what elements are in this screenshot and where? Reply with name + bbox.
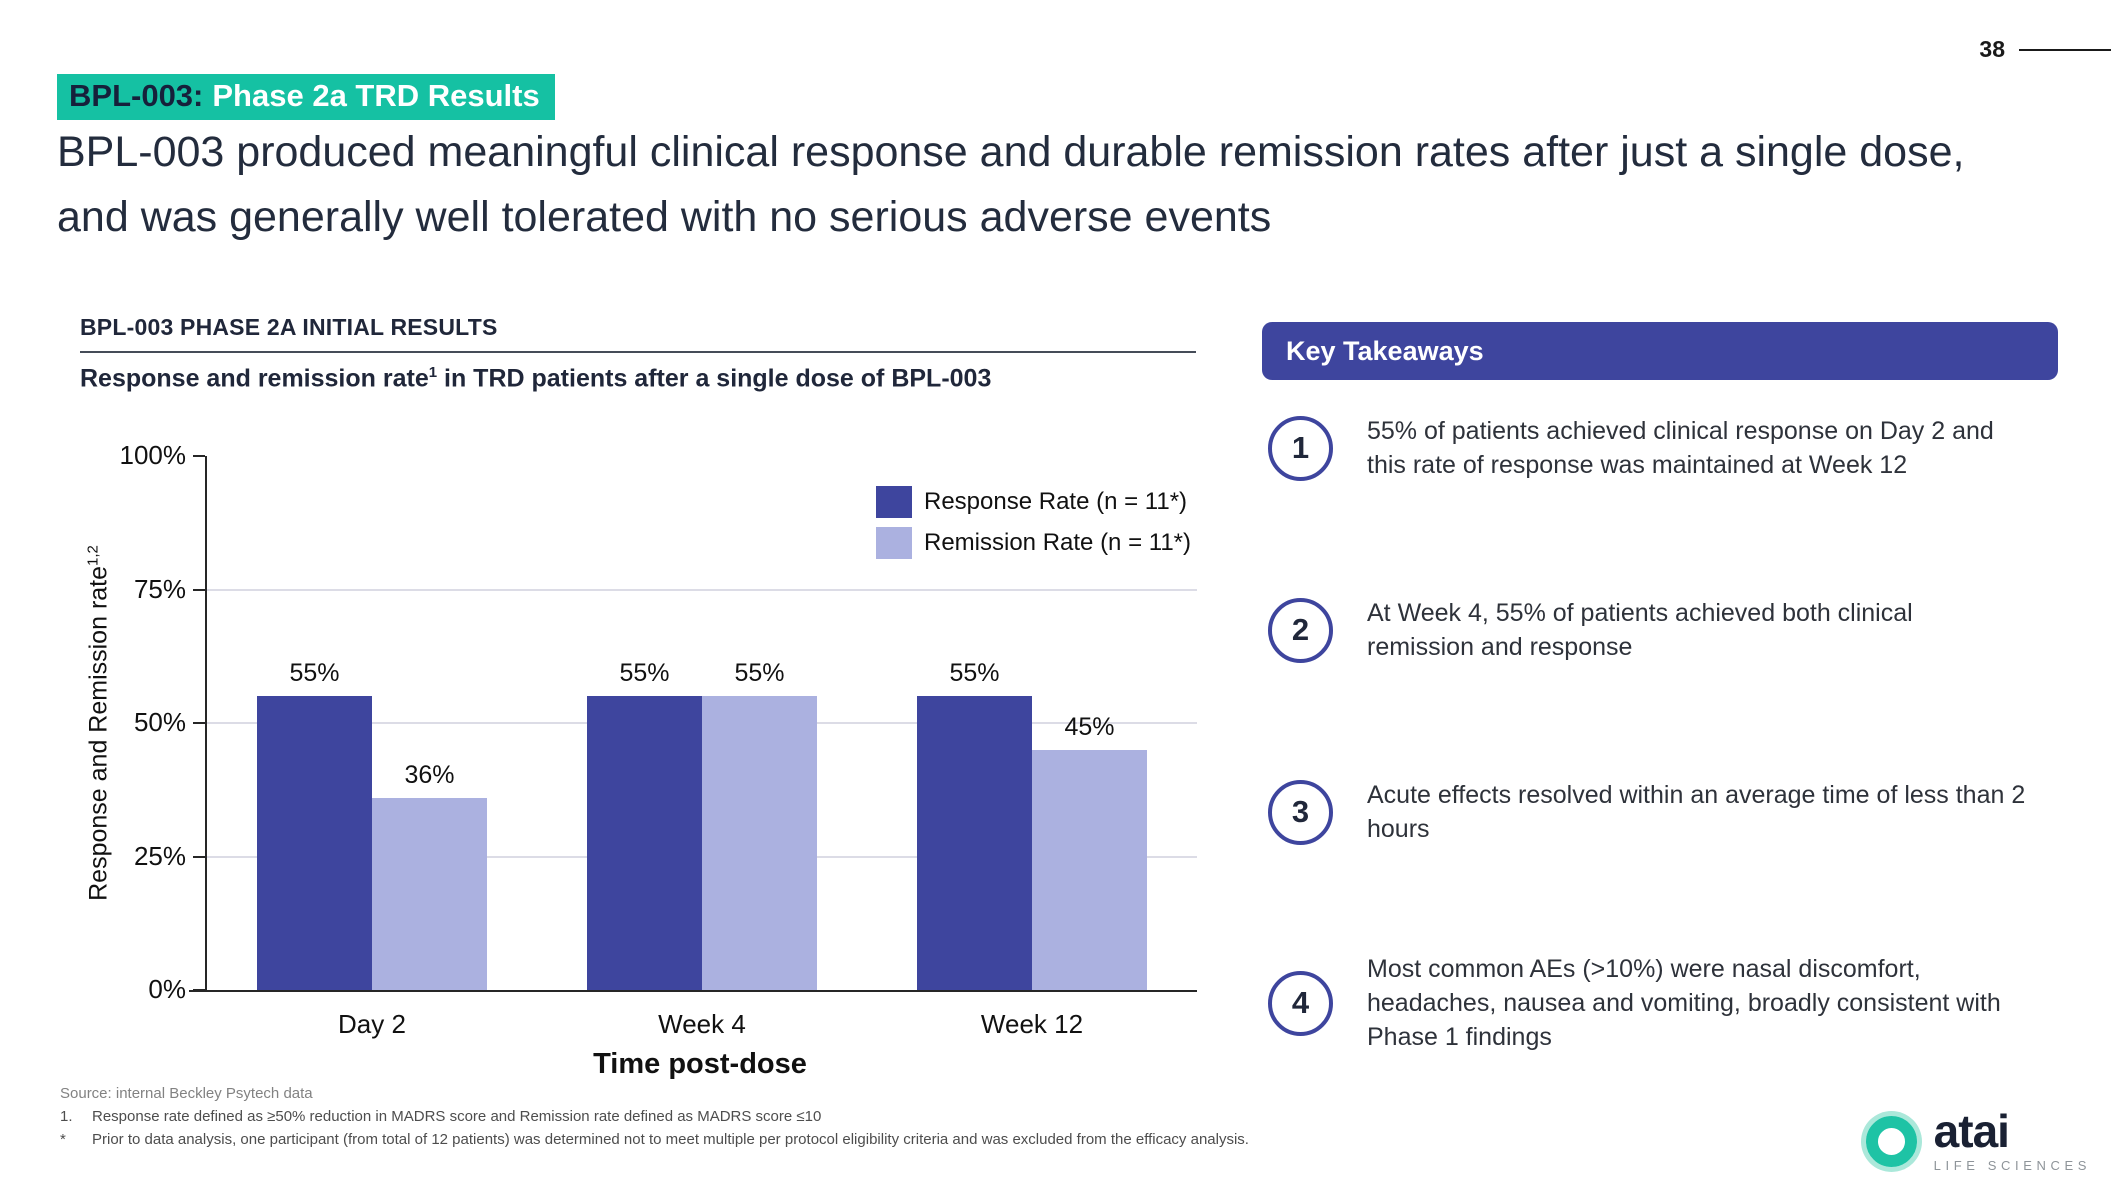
bar-value-label: 55% <box>734 659 785 688</box>
bar-group-day-2: 55% 36% Day 2 <box>257 456 487 1039</box>
takeaway-item-2: 2 At Week 4, 55% of patients achieved bo… <box>1268 596 1949 664</box>
x-category-label: Week 4 <box>658 1009 746 1039</box>
plot-area: 55% 36% Day 2 55% 55% Week 4 55% 45% Week 12 Res… <box>189 455 1197 1039</box>
takeaway-item-4: 4 Most common AEs (>10%) were nasal disc… <box>1268 952 2019 1054</box>
x-category-label: Week 12 <box>980 1009 1084 1039</box>
key-takeaways-header: Key Takeaways <box>1262 322 2058 380</box>
bar <box>372 797 487 990</box>
x-axis-title: Time post-dose <box>593 1048 807 1080</box>
takeaway-text: 55% of patients achieved clinical respon… <box>1367 417 1994 479</box>
bar-group-week-4: 55% 55% Week 4 <box>587 456 817 1039</box>
bar-column: 55% <box>702 456 817 990</box>
chart-subtitle-post: in TRD patients after a single dose of B… <box>437 364 992 393</box>
footnote-marker: 1. <box>60 1107 73 1125</box>
takeaway-text: At Week 4, 55% of patients achieved both… <box>1367 599 1913 661</box>
y-tick-label: 100% <box>119 440 187 470</box>
bar-value-label: 36% <box>404 760 455 789</box>
footnote-marker: * <box>60 1130 66 1148</box>
legend-label-remission: Remission Rate (n = 11*) <box>924 529 1191 556</box>
legend-swatch-remission <box>876 527 912 559</box>
takeaway-number-badge: 1 <box>1268 415 1333 481</box>
y-tick-mark <box>193 588 205 591</box>
footnote-definition: 1. Response rate defined as ≥50% reducti… <box>60 1107 1660 1127</box>
bar-value-label: 55% <box>619 659 670 688</box>
y-tick-mark <box>193 455 205 457</box>
atai-ring-icon <box>1865 1116 1917 1168</box>
chart-subtitle-sup: 1 <box>428 364 438 381</box>
slide-title-chip: BPL-003: Phase 2a TRD Results <box>57 74 555 121</box>
atai-brand: atai <box>1933 1105 2010 1158</box>
plot-bars: 55% 36% Day 2 55% 55% Week 4 55% 45% Week 12 <box>207 456 1197 1039</box>
title-product: BPL-003: <box>69 78 204 113</box>
takeaway-item-1: 1 55% of patients achieved clinical resp… <box>1268 414 2029 482</box>
footnote-text: Response rate defined as ≥50% reduction … <box>92 1107 822 1125</box>
bar-column: 55% <box>587 456 702 990</box>
footnote-source: Source: internal Beckley Psytech data <box>60 1084 1660 1104</box>
y-tick-mark <box>193 855 205 858</box>
atai-tagline: LIFE SCIENCES <box>1933 1158 2091 1173</box>
footnote-asterisk: * Prior to data analysis, one participan… <box>60 1130 1660 1150</box>
atai-logo: atai LIFE SCIENCES <box>1865 1105 2091 1173</box>
bar-column: 36% <box>372 456 487 990</box>
page-number: 38 <box>1979 36 2005 62</box>
kicker-rule <box>80 351 1196 353</box>
takeaway-number-badge: 4 <box>1268 970 1333 1036</box>
bar <box>1032 749 1147 990</box>
footnotes: Source: internal Beckley Psytech data 1.… <box>60 1084 1660 1152</box>
footnote-text: Source: internal Beckley Psytech data <box>60 1085 313 1102</box>
takeaway-text: Most common AEs (>10%) were nasal discom… <box>1367 955 2001 1051</box>
title-label: Phase 2a TRD Results <box>212 78 540 113</box>
legend-row-remission: Remission Rate (n = 11*) <box>876 527 1191 559</box>
y-tick-label: 25% <box>133 840 186 871</box>
y-tick-label: 0% <box>148 974 186 1004</box>
y-tick-label: 50% <box>133 707 186 737</box>
footnote-text: Prior to data analysis, one participant … <box>92 1130 1249 1148</box>
x-category-label: Day 2 <box>338 1009 406 1039</box>
bar-column: 55% <box>917 456 1032 990</box>
bar-group-week-12: 55% 45% Week 12 <box>917 456 1147 1039</box>
takeaway-number-badge: 3 <box>1268 779 1333 845</box>
atai-logo-text: atai LIFE SCIENCES <box>1933 1105 2091 1173</box>
headline: BPL-003 produced meaningful clinical res… <box>57 128 1965 241</box>
legend-swatch-response <box>876 486 912 518</box>
y-axis-tick-labels: 0% 25% 50% 75% 100% <box>88 440 192 1004</box>
chart-subtitle: Response and remission rate1 in TRD pati… <box>80 364 991 393</box>
page-number-rule <box>2019 48 2111 51</box>
legend-label-response: Response Rate (n = 11*) <box>924 488 1188 515</box>
takeaway-number-badge: 2 <box>1268 597 1333 663</box>
bar-value-label: 55% <box>949 659 1000 688</box>
gridline <box>207 588 1197 591</box>
page-number-block: 38 <box>1979 36 2111 63</box>
chart-kicker: BPL-003 PHASE 2A INITIAL RESULTS <box>80 314 498 340</box>
y-tick-mark <box>193 722 205 724</box>
bar-column: 45% <box>1032 456 1147 990</box>
takeaway-item-3: 3 Acute effects resolved within an avera… <box>1268 778 2043 846</box>
bar-value-label: 45% <box>1064 712 1115 741</box>
bar <box>917 696 1032 990</box>
bar <box>702 696 817 990</box>
legend-row-response: Response Rate (n = 11*) <box>876 486 1191 518</box>
chart-subtitle-text: Response and remission rate <box>80 364 429 393</box>
bar-column: 55% <box>257 456 372 990</box>
takeaway-text: Acute effects resolved within an average… <box>1367 781 2026 843</box>
chart-legend: Response Rate (n = 11*) Remission Rate (… <box>876 486 1191 559</box>
y-tick-mark <box>193 989 205 991</box>
bar <box>587 696 702 990</box>
y-tick-label: 75% <box>133 573 186 604</box>
bar-value-label: 55% <box>289 659 340 688</box>
bar <box>257 696 372 990</box>
